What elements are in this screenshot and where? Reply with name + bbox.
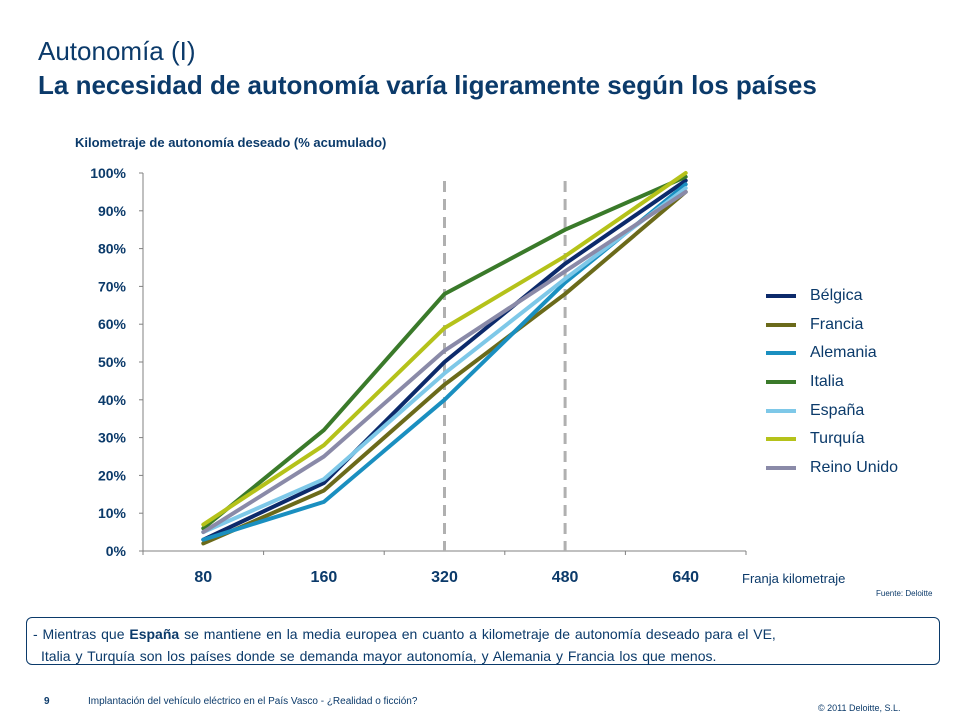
x-tick-label: 640 [672,569,699,586]
footer-text: Implantación del vehículo eléctrico en e… [88,696,418,707]
legend-item: Italia [766,368,898,397]
series-line-turquia [201,171,688,527]
legend-label: España [810,401,865,419]
chart-title: Kilometraje de autonomía deseado (% acum… [75,135,387,150]
page-number: 9 [44,696,50,707]
legend-swatch [766,294,796,299]
y-tick-label: 50% [98,354,127,370]
legend-label: Bélgica [810,287,863,305]
y-tick-label: 60% [98,316,127,332]
legend-swatch [766,322,796,327]
series-line-espana [201,186,688,535]
y-tick-label: 10% [98,505,127,521]
legend-swatch [766,465,796,470]
legend-label: Turquía [810,430,865,448]
commentary-bold: España [129,626,180,642]
y-tick-label: 30% [98,430,127,446]
x-tick-label: 320 [431,569,458,586]
y-tick-label: 80% [98,241,127,257]
legend-label: Alemania [810,344,877,362]
legend-item: España [766,396,898,425]
y-tick-label: 0% [106,543,127,559]
legend-item: Turquía [766,425,898,454]
legend-label: Francia [810,315,864,333]
commentary-rest: se mantiene en la media europea en cuant… [179,626,776,642]
legend-item: Alemania [766,339,898,368]
chart-legend: Bélgica Francia Alemania Italia España Turquí… [766,282,898,482]
series-line-francia [201,189,688,546]
y-tick-label: 40% [98,392,127,408]
legend-swatch [766,380,796,385]
x-tick-label: 480 [552,569,579,586]
series-line-italia [201,174,688,531]
y-tick-label: 70% [98,278,127,294]
commentary-box: - Mientras que España se mantiene en la … [26,617,940,665]
slide-title: Autonomía (I) [38,36,196,66]
series-line-reino-unido [201,189,688,535]
copyright: © 2011 Deloitte, S.L. [818,703,901,713]
legend-swatch [766,351,796,356]
legend-swatch [766,437,796,442]
legend-item: Reino Unido [766,454,898,483]
y-tick-label: 20% [98,467,127,483]
slide-subtitle: La necesidad de autonomía varía ligerame… [38,70,817,100]
legend-label: Italia [810,373,844,391]
commentary-prefix: - Mientras que [33,626,130,642]
legend-item: Francia [766,311,898,340]
x-tick-label: 80 [194,569,212,586]
legend-label: Reino Unido [810,458,899,476]
y-tick-label: 90% [98,203,127,219]
source-note: Fuente: Deloitte [876,589,933,598]
series-line-belgica [201,178,688,542]
legend-item: Bélgica [766,282,898,311]
line-chart: 0% 10% 20% 30% 40% 50% 60% 70% 80% 90% 100% 80 160 32… [90,165,747,586]
commentary-line-2: Italia y Turquía son los países donde se… [41,648,717,664]
commentary-line-1: - Mientras que España se mantiene en la … [33,623,933,645]
y-tick-label: 100% [90,165,126,181]
x-tick-label: 160 [311,569,338,586]
legend-swatch [766,408,796,413]
x-axis-title: Franja kilometraje [742,571,846,586]
